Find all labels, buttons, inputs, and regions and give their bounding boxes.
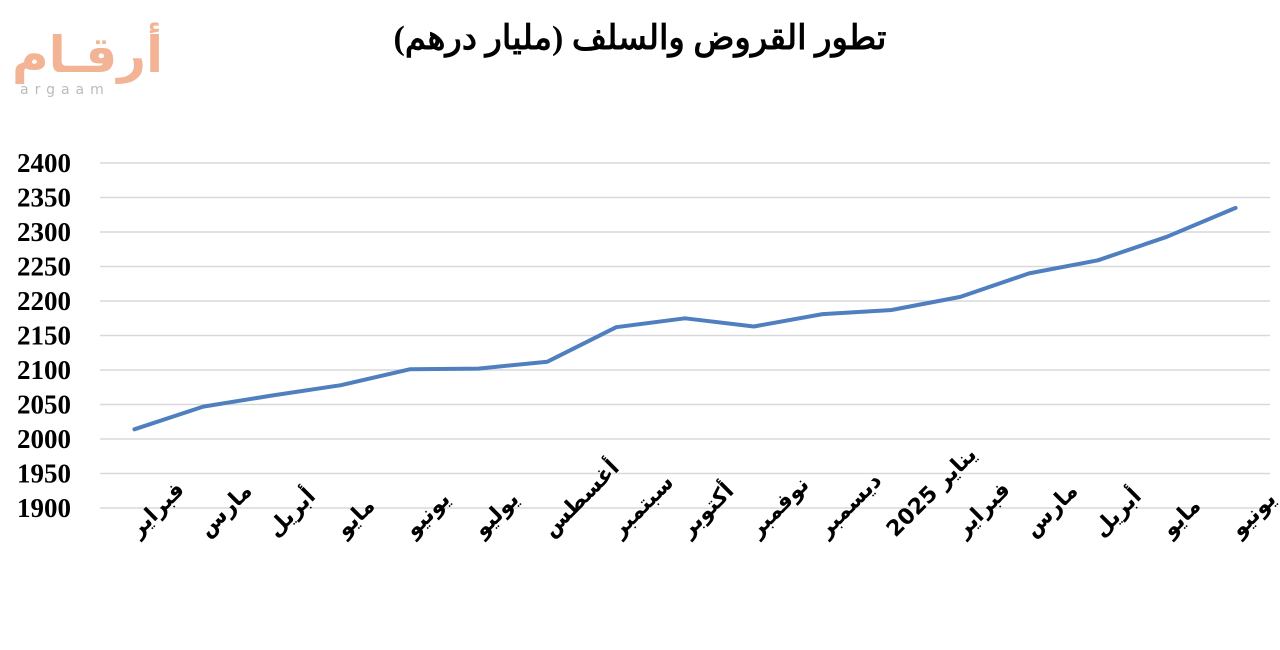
y-tick-label: 1950 <box>17 459 71 489</box>
chart-title: تطور القروض والسلف (مليار درهم) <box>393 20 887 57</box>
x-tick-label: مايو <box>1157 493 1206 542</box>
y-tick-label: 2000 <box>17 424 71 454</box>
x-tick-label: أبريل <box>260 481 321 542</box>
x-tick-label: مايو <box>331 493 380 542</box>
x-tick-label: فبراير <box>950 477 1015 542</box>
x-tick-label: يونيو <box>1225 487 1280 543</box>
logo-latin-text: argaam <box>20 82 110 98</box>
x-tick-label: مارس <box>1020 479 1084 543</box>
argaam-logo: أرقـام argaam <box>12 26 180 106</box>
y-tick-label: 2150 <box>17 321 71 351</box>
x-tick-label: مارس <box>194 479 258 543</box>
series-line <box>132 205 1238 432</box>
x-tick-label: يونيو <box>400 487 456 543</box>
x-tick-label: يوليو <box>468 487 524 543</box>
y-tick-label: 2100 <box>17 355 71 385</box>
x-tick-label: فبراير <box>124 477 189 542</box>
y-tick-label: 2200 <box>17 286 71 316</box>
y-tick-label: 2400 <box>17 148 71 178</box>
x-tick-label: سبتمبر <box>606 470 679 543</box>
logo-arabic-text: أرقـام <box>12 26 164 84</box>
y-tick-label: 2050 <box>17 390 71 420</box>
x-axis-ticks: فبراير مارس أبريل مايو يونيو يوليو أغسطسسبتمبر… <box>124 442 1280 543</box>
gridlines <box>100 162 1270 509</box>
y-tick-label: 1900 <box>17 493 71 523</box>
series-group <box>132 205 1238 432</box>
y-tick-label: 2350 <box>17 183 71 213</box>
y-axis-ticks: 1900 1950 2000 2050 2100 2150 2200 2250 2300 2350… <box>17 148 71 523</box>
y-tick-label: 2250 <box>17 252 71 282</box>
y-tick-label: 2300 <box>17 217 71 247</box>
x-tick-label: أكتوبر <box>672 476 739 543</box>
x-tick-label: ديسمبر <box>813 468 888 543</box>
x-tick-label: أبريل <box>1086 481 1147 542</box>
